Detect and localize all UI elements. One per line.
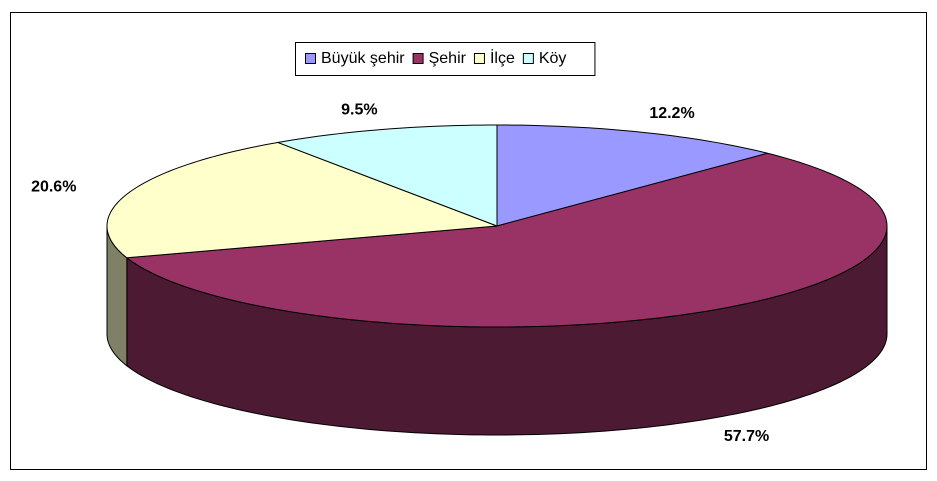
legend-label: Köy: [539, 50, 567, 67]
slice: [275, 124, 498, 227]
legend-label: Şehir: [429, 50, 467, 67]
legend-swatch: [412, 53, 424, 64]
legend-swatch: [522, 53, 534, 64]
data-label: 12.2%: [649, 105, 694, 122]
slice: [106, 141, 498, 259]
legend: [295, 42, 596, 76]
legend-items: Büyük şehir Şehir İlçe Köy: [305, 48, 567, 67]
legend-swatch: [305, 53, 316, 64]
data-label: 20.6%: [31, 178, 76, 195]
data-label: 9.5%: [341, 101, 377, 118]
slice: [125, 152, 888, 328]
legend-swatch: [473, 53, 485, 64]
slice: [496, 124, 768, 227]
legend-label: Büyük şehir: [321, 50, 405, 67]
legend-label: İlçe: [490, 48, 515, 67]
pie: 12.2% 57.7% 20.6% 9.5%: [31, 101, 888, 445]
data-label: 57.7%: [724, 428, 769, 445]
